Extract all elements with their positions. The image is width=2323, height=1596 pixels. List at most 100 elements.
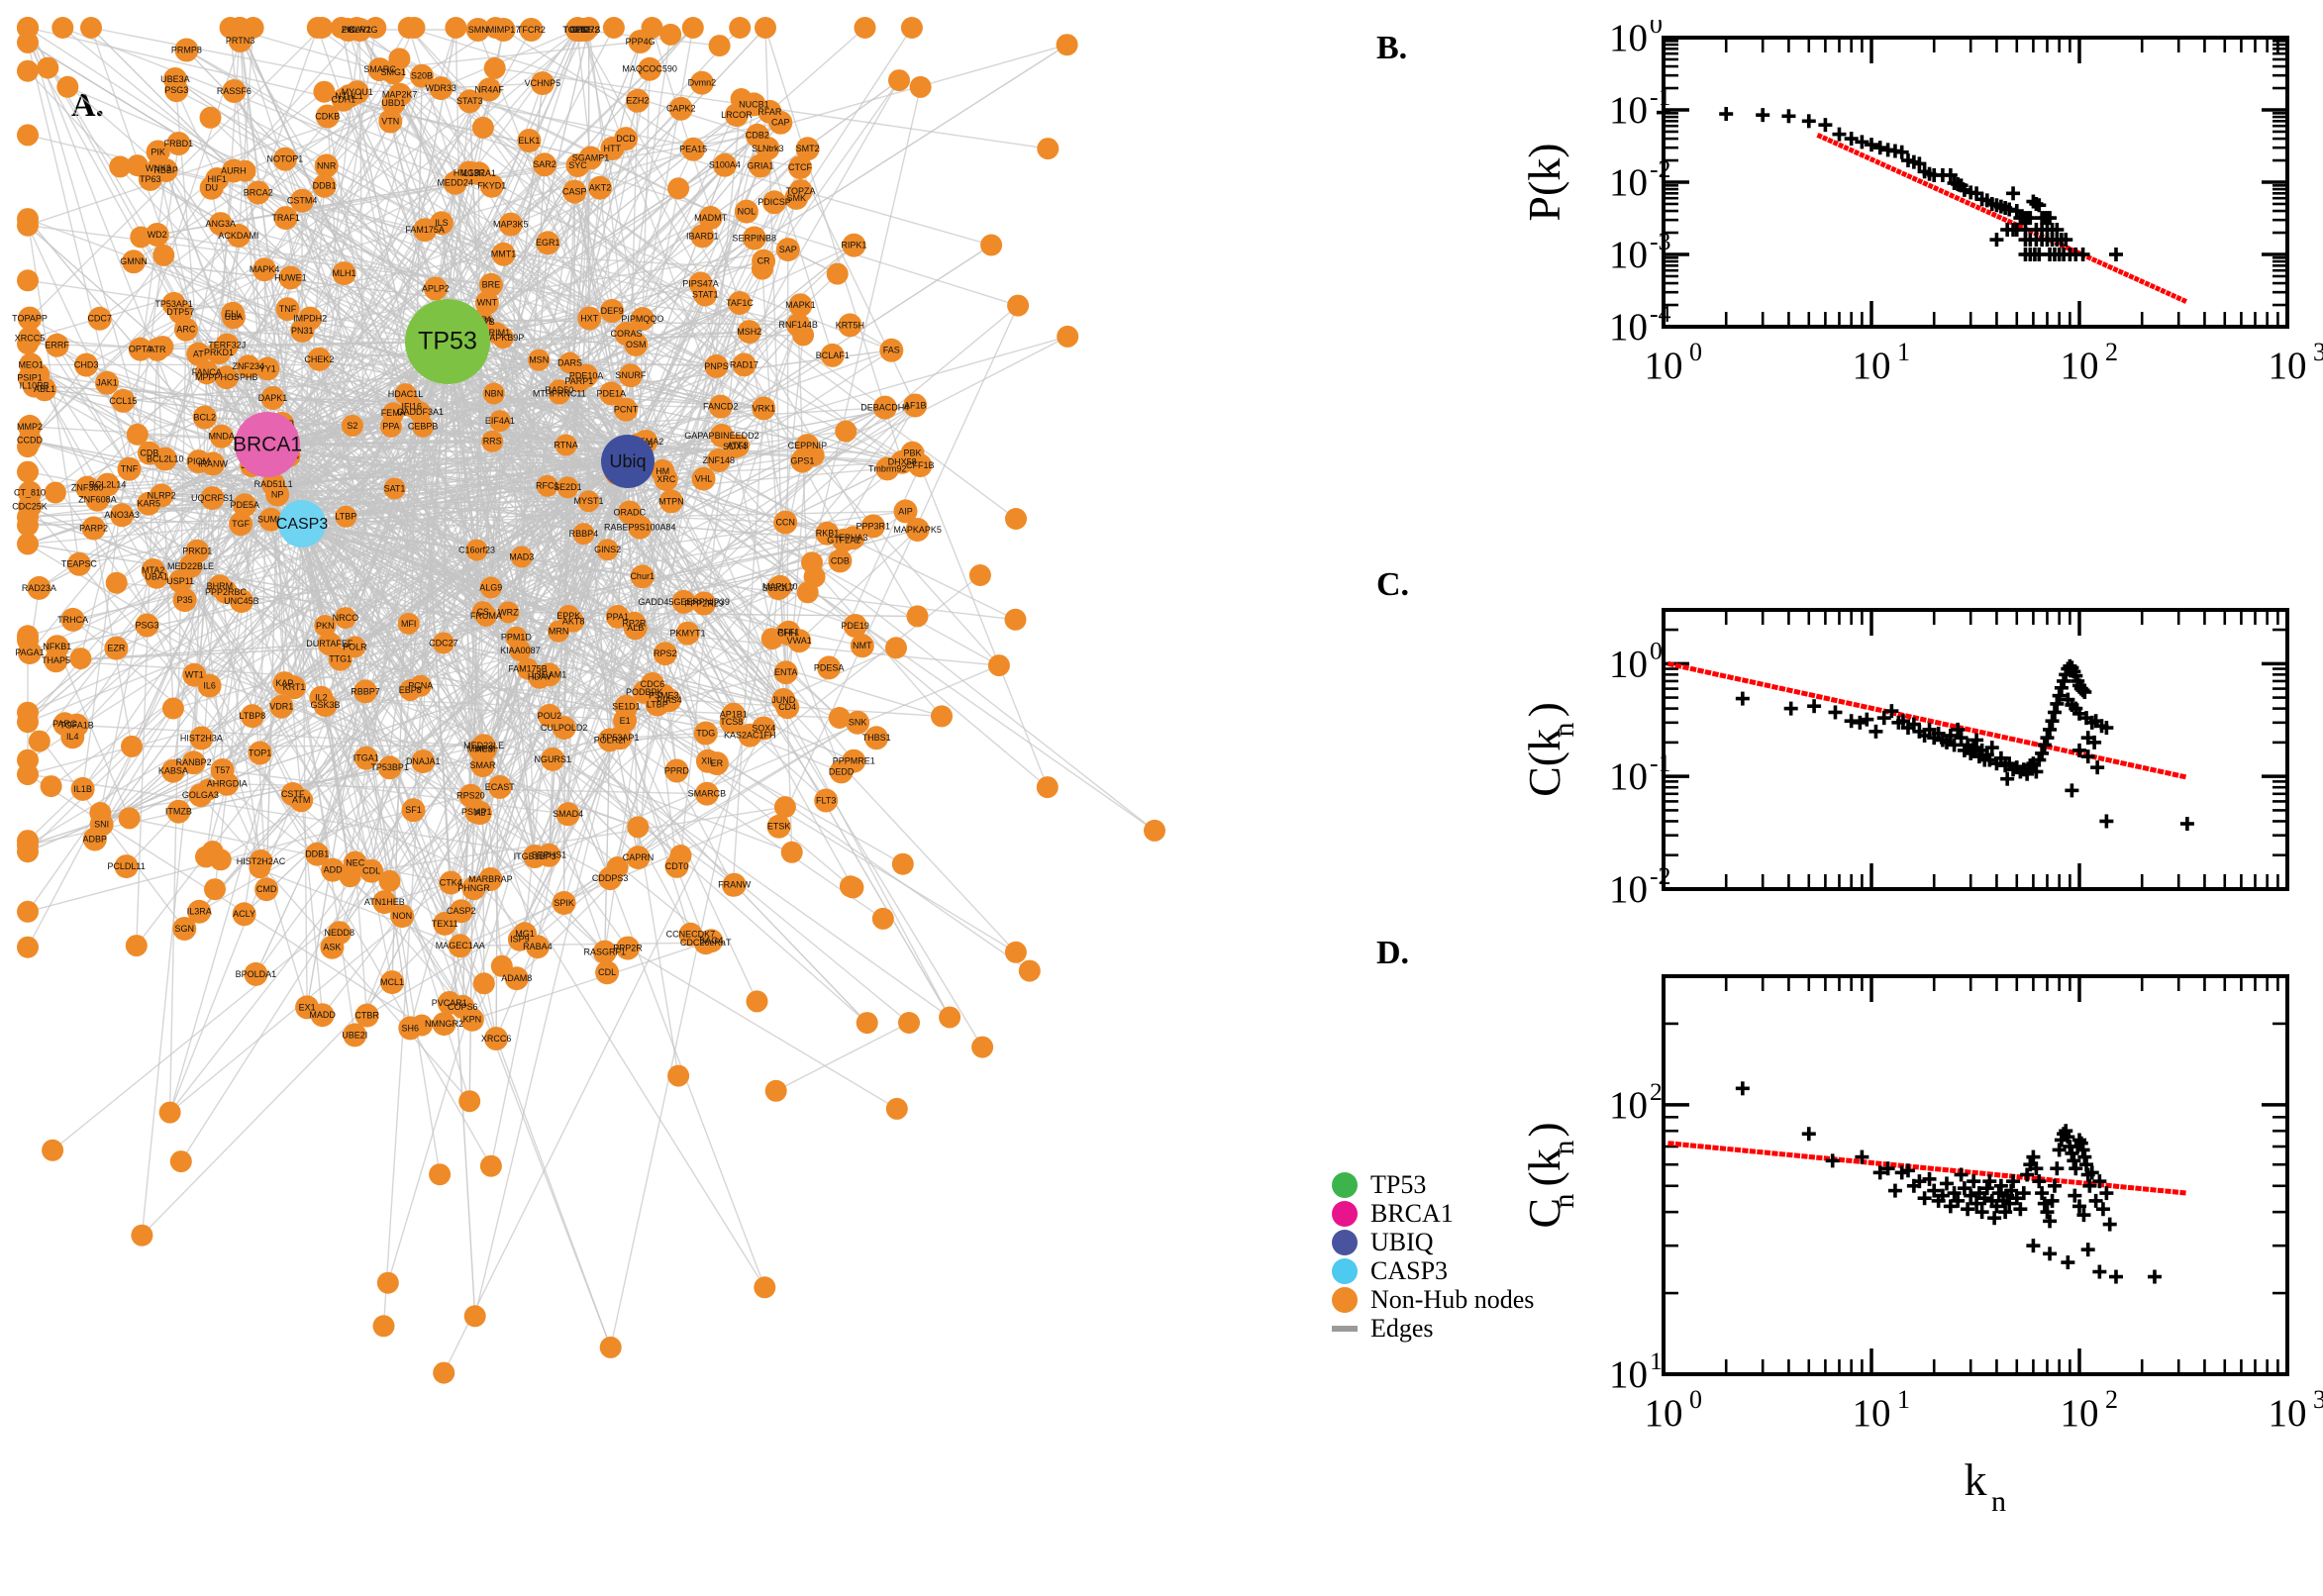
network-node[interactable] <box>463 1305 486 1328</box>
network-node[interactable] <box>709 424 734 448</box>
network-node[interactable] <box>507 927 532 951</box>
network-node[interactable] <box>491 242 516 266</box>
network-node[interactable] <box>207 574 232 599</box>
network-node[interactable] <box>429 76 454 101</box>
network-node[interactable] <box>27 575 51 600</box>
network-node[interactable] <box>1018 959 1041 982</box>
network-node[interactable] <box>261 472 286 497</box>
network-node[interactable] <box>801 551 823 574</box>
network-node[interactable] <box>577 490 600 513</box>
network-node[interactable] <box>971 1036 994 1058</box>
network-node[interactable] <box>893 499 918 524</box>
network-node[interactable] <box>788 179 813 203</box>
network-node[interactable] <box>258 507 283 532</box>
network-node[interactable] <box>1005 508 1027 530</box>
network-node[interactable] <box>516 657 539 680</box>
network-node[interactable] <box>773 796 796 819</box>
network-node[interactable] <box>110 503 135 528</box>
network-node[interactable] <box>898 1012 920 1034</box>
network-node[interactable] <box>537 703 561 728</box>
network-node[interactable] <box>671 589 696 614</box>
network-node[interactable] <box>968 564 991 586</box>
network-node[interactable] <box>40 775 62 798</box>
network-node[interactable] <box>773 660 798 685</box>
network-node[interactable] <box>60 607 85 632</box>
network-node[interactable] <box>410 63 434 88</box>
network-node[interactable] <box>829 759 854 784</box>
network-node[interactable] <box>471 116 494 139</box>
network-node[interactable] <box>600 299 625 323</box>
network-node[interactable] <box>135 613 159 638</box>
network-node[interactable] <box>229 512 253 537</box>
network-node[interactable] <box>572 523 595 546</box>
network-node[interactable] <box>354 1003 379 1028</box>
network-node[interactable] <box>457 89 482 114</box>
network-node[interactable] <box>52 712 77 737</box>
network-node[interactable] <box>599 1336 622 1358</box>
network-node[interactable] <box>121 735 143 757</box>
network-node[interactable] <box>412 415 435 438</box>
network-node[interactable] <box>331 87 355 112</box>
network-node[interactable] <box>754 1276 776 1299</box>
network-node[interactable] <box>541 747 565 771</box>
network-node[interactable] <box>17 17 39 39</box>
network-node[interactable] <box>367 57 392 82</box>
network-node[interactable] <box>653 642 677 666</box>
network-node[interactable] <box>525 935 550 959</box>
network-node[interactable] <box>478 272 503 297</box>
network-node[interactable] <box>860 514 885 539</box>
network-node[interactable] <box>751 257 773 280</box>
network-node[interactable] <box>162 67 187 91</box>
network-node[interactable] <box>599 381 624 406</box>
network-node[interactable] <box>383 477 406 500</box>
network-node[interactable] <box>939 1006 961 1029</box>
network-node[interactable] <box>305 842 330 866</box>
network-node[interactable] <box>233 493 257 518</box>
network-node[interactable] <box>842 233 866 257</box>
network-node[interactable] <box>459 1007 484 1032</box>
network-node[interactable] <box>429 211 454 236</box>
network-node[interactable] <box>275 297 300 322</box>
network-node[interactable] <box>433 1361 455 1384</box>
network-node[interactable] <box>885 637 907 659</box>
network-node[interactable] <box>126 154 149 177</box>
network-node[interactable] <box>775 238 800 262</box>
network-node[interactable] <box>888 69 910 92</box>
network-node[interactable] <box>312 173 337 198</box>
network-node[interactable] <box>168 569 193 593</box>
network-node[interactable] <box>166 799 191 824</box>
network-node[interactable] <box>321 857 346 882</box>
network-node[interactable] <box>638 56 662 81</box>
network-node[interactable] <box>118 807 141 830</box>
network-node[interactable] <box>900 17 923 39</box>
network-node[interactable] <box>236 354 260 379</box>
network-node[interactable] <box>17 333 39 355</box>
network-node[interactable] <box>497 601 520 624</box>
network-node[interactable] <box>17 841 39 863</box>
network-node[interactable] <box>181 750 206 775</box>
network-node[interactable] <box>746 990 768 1013</box>
network-node[interactable] <box>596 539 619 561</box>
network-node[interactable] <box>693 721 718 746</box>
network-node[interactable] <box>706 448 731 472</box>
network-node[interactable] <box>192 405 217 430</box>
network-node[interactable] <box>817 655 842 680</box>
network-node[interactable] <box>565 153 590 177</box>
network-node[interactable] <box>618 363 643 388</box>
network-node[interactable] <box>595 960 620 985</box>
network-node[interactable] <box>341 414 363 437</box>
network-node[interactable] <box>244 961 268 986</box>
network-node[interactable] <box>346 17 368 39</box>
network-node[interactable] <box>74 352 99 377</box>
network-node[interactable] <box>675 621 700 646</box>
network-node[interactable] <box>160 758 185 783</box>
network-node[interactable] <box>588 175 612 200</box>
network-node[interactable] <box>382 402 405 425</box>
network-node[interactable] <box>699 929 724 953</box>
network-node[interactable] <box>678 922 703 947</box>
network-node[interactable] <box>354 679 377 704</box>
network-node[interactable] <box>172 588 197 613</box>
network-node[interactable] <box>838 313 862 338</box>
network-node[interactable] <box>37 56 59 79</box>
network-node[interactable] <box>472 972 495 995</box>
